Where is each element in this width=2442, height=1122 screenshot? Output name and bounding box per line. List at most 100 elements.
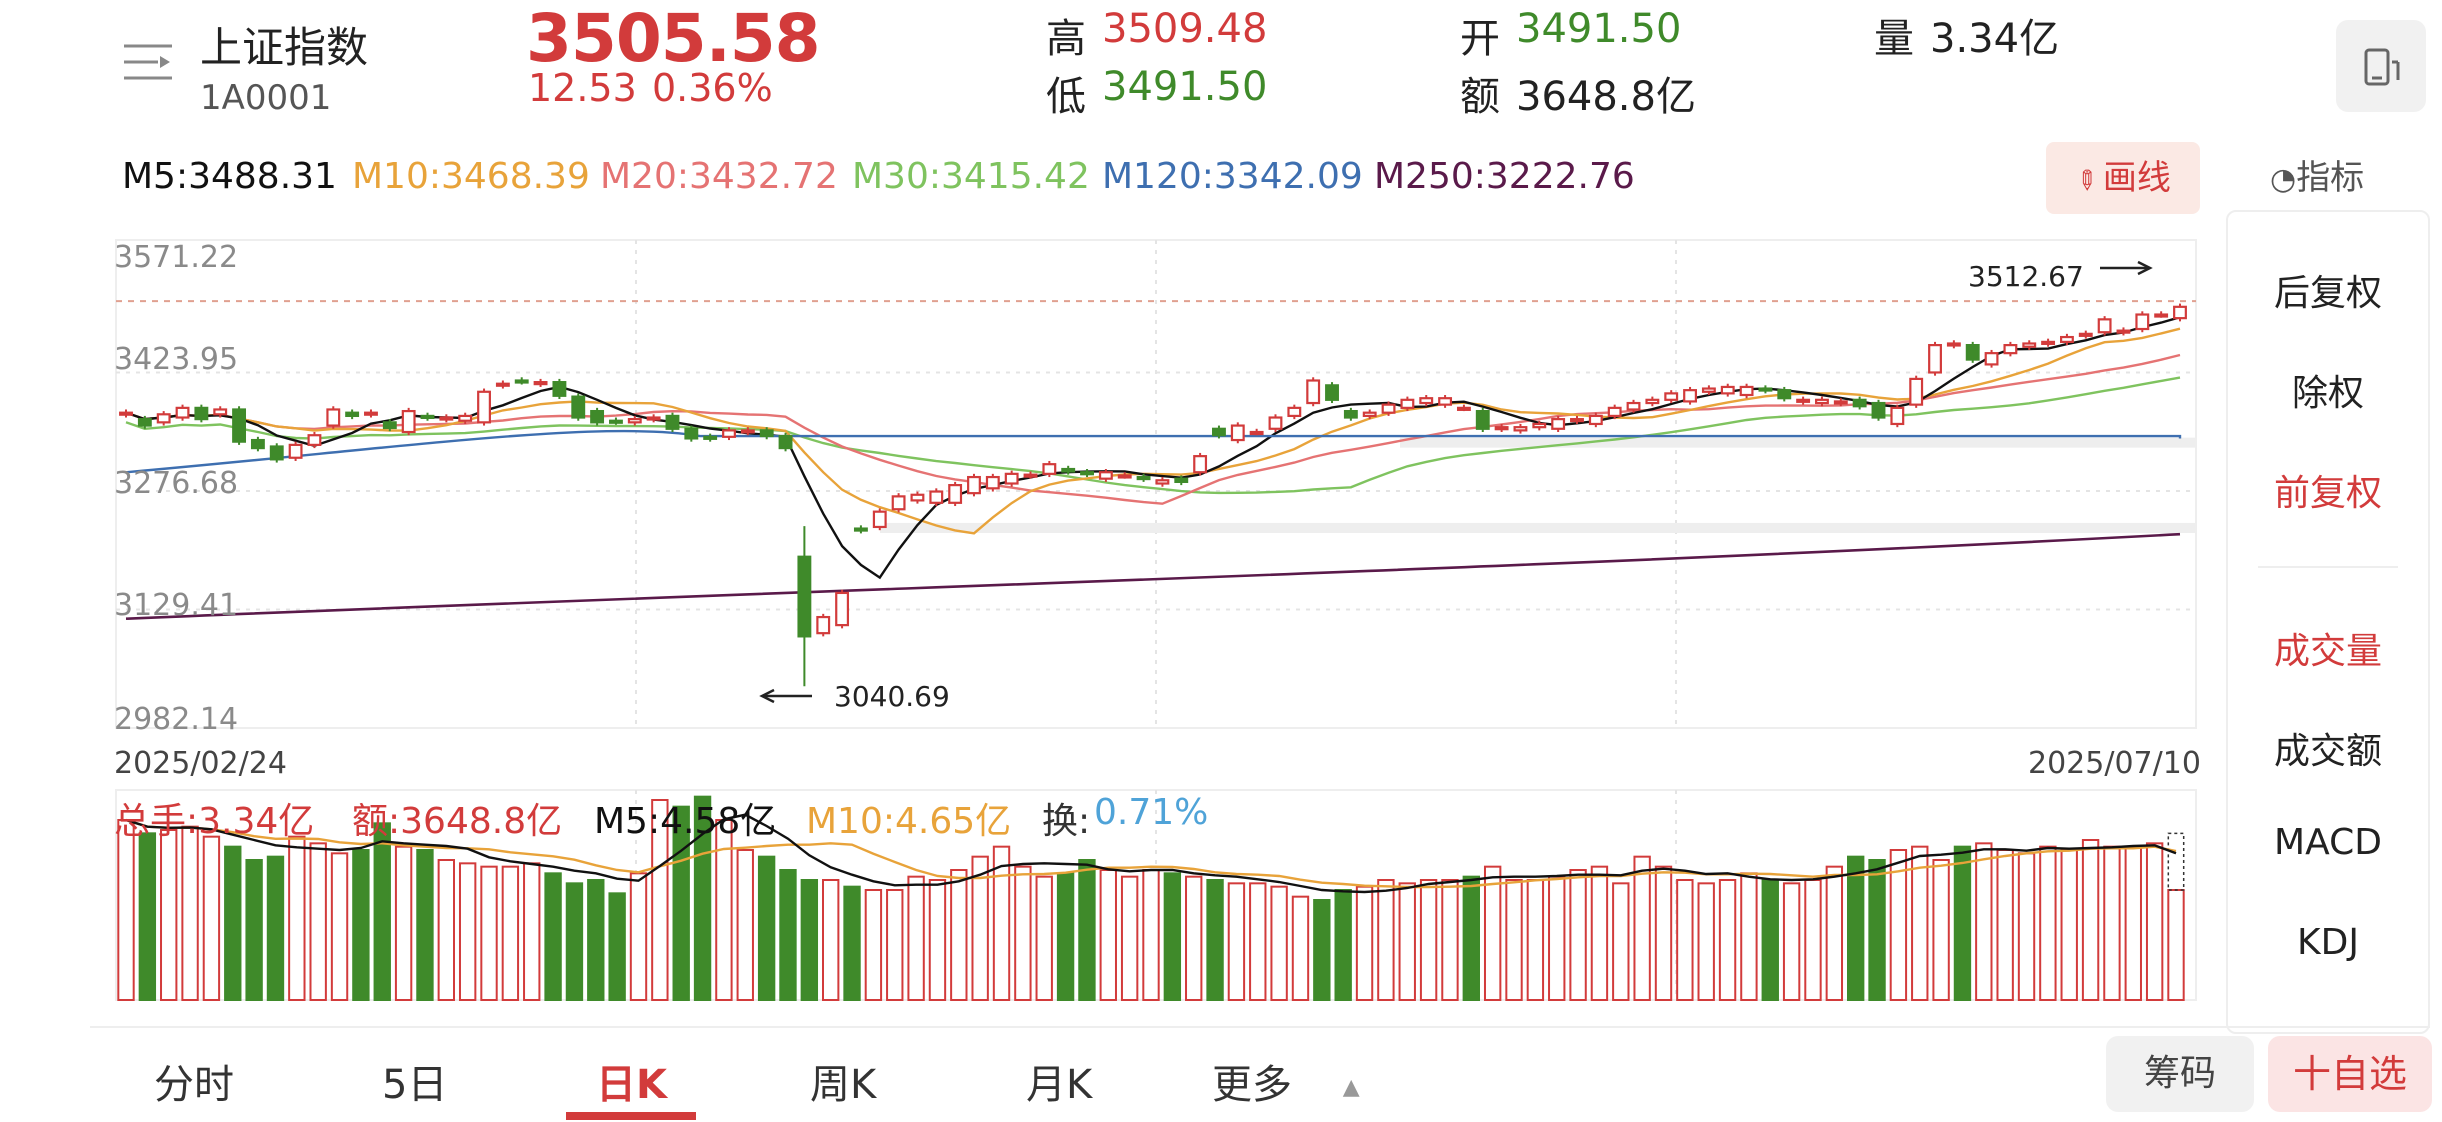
candle [269, 445, 284, 461]
active-tab-indicator [566, 1112, 696, 1120]
ma250-line [125, 532, 2181, 620]
candle [1400, 398, 1415, 409]
candle [1419, 397, 1434, 405]
candle [213, 408, 228, 416]
candle [1777, 389, 1792, 400]
candle [816, 615, 831, 635]
candle [288, 443, 303, 459]
candle [1833, 400, 1848, 405]
volume-bar [1270, 885, 1288, 1002]
volume-bar [1825, 865, 1844, 1002]
sidebar-item-macd[interactable]: MACD [2274, 822, 2382, 863]
sidebar-divider [2258, 566, 2398, 568]
volume-bar [1612, 882, 1630, 1001]
candle [929, 490, 944, 504]
volume-bar [1441, 879, 1459, 1001]
landscape-toggle-button[interactable] [2336, 20, 2426, 112]
candle [1287, 406, 1302, 418]
sidebar-item-volume[interactable]: 成交量 [2273, 631, 2382, 672]
volume-bar [928, 879, 947, 1001]
y-tick-2: 3423.95 [114, 342, 239, 377]
indicator-button[interactable]: ◔指标 [2270, 150, 2364, 199]
candle [1890, 406, 1905, 426]
tab-monthly-k[interactable]: 月K [1026, 1062, 1093, 1108]
candle [2116, 329, 2131, 334]
volume-bar [1718, 879, 1737, 1001]
volume-bar [2060, 849, 2078, 1001]
menu-icon[interactable] [122, 40, 174, 84]
triangle-up-icon: ▲ [1342, 1074, 1360, 1100]
open-value: 3491.50 [1516, 6, 1682, 52]
volume-bar [544, 872, 562, 1001]
volume-bar [587, 879, 605, 1001]
gauge-icon: ◔ [2270, 162, 2297, 197]
candle [420, 414, 435, 420]
sidebar-item-post-adjust[interactable]: 后复权 [2273, 273, 2382, 314]
candle [1607, 406, 1622, 418]
candle [1494, 426, 1509, 431]
candle [797, 555, 812, 638]
candle [759, 429, 774, 438]
sidebar-item-amount[interactable]: 成交额 [2273, 731, 2382, 772]
volume-bar [138, 832, 157, 1001]
price-change-percent: 0.36% [652, 66, 773, 110]
candle [477, 390, 491, 424]
candle [627, 418, 642, 424]
volume-bar [1462, 875, 1480, 1002]
candle [1004, 472, 1019, 485]
high-marker: 3512.67 [1968, 260, 2084, 293]
candle [1626, 401, 1641, 411]
stock-name: 上证指数 [200, 23, 369, 72]
add-watchlist-button[interactable]: 十自选 [2268, 1036, 2432, 1112]
volume-bar [907, 875, 925, 1002]
open-label: 开 [1460, 16, 1500, 62]
volume-bar [1676, 879, 1694, 1001]
tab-weekly-k[interactable]: 周K [810, 1062, 877, 1108]
tab-intraday[interactable]: 分时 [154, 1062, 234, 1108]
tab-daily-k[interactable]: 日K [596, 1062, 667, 1108]
volume-bar [800, 879, 819, 1001]
candle [1532, 422, 1547, 429]
candle [1588, 414, 1603, 426]
tab-5day[interactable]: 5日 [382, 1062, 448, 1108]
volume-bar [394, 845, 413, 1002]
volume-bar [693, 795, 712, 1002]
candle [1475, 409, 1490, 430]
volume-bar [2017, 852, 2036, 1001]
volume-bar [629, 872, 648, 1001]
candle [2022, 342, 2037, 348]
tab-more[interactable]: 更多 ▲ [1212, 1052, 1360, 1110]
y-tick-5: 2982.14 [114, 702, 239, 737]
vol-amount: 额:3648.8亿 [352, 801, 563, 842]
candle [1664, 392, 1679, 401]
candle [1984, 352, 1999, 366]
chips-button[interactable]: 筹码 [2106, 1036, 2254, 1112]
end-date: 2025/07/10 [2028, 746, 2201, 781]
candle [1343, 409, 1358, 419]
volume-bar [608, 892, 626, 1001]
candle [1739, 385, 1754, 397]
candle [514, 379, 529, 384]
ma20-value: M20:3432.72 [600, 156, 838, 197]
sidebar-item-ex-right[interactable]: 除权 [2291, 373, 2364, 414]
volume-bar [1505, 879, 1523, 1001]
candle [1551, 418, 1566, 430]
volume-bar [224, 845, 242, 1002]
volume-bar [715, 819, 733, 1001]
sidebar-item-pre-adjust[interactable]: 前复权 [2273, 473, 2382, 514]
draw-line-button[interactable]: ✎画线 [2046, 142, 2200, 214]
volume-bar [672, 805, 690, 1002]
volume-bar [2124, 845, 2142, 1002]
candle [703, 435, 718, 440]
volume-bar [1526, 879, 1545, 1001]
candle [1042, 463, 1057, 475]
sidebar-item-kdj[interactable]: KDJ [2297, 922, 2359, 963]
volume-bar [1868, 859, 1886, 1001]
candle [1117, 474, 1132, 479]
y-tick-1: 3571.22 [114, 240, 239, 275]
volume-label: 量 [1874, 16, 1914, 62]
candle [1513, 426, 1528, 432]
volume-bar [1014, 865, 1032, 1002]
volume-bar [266, 855, 285, 1002]
